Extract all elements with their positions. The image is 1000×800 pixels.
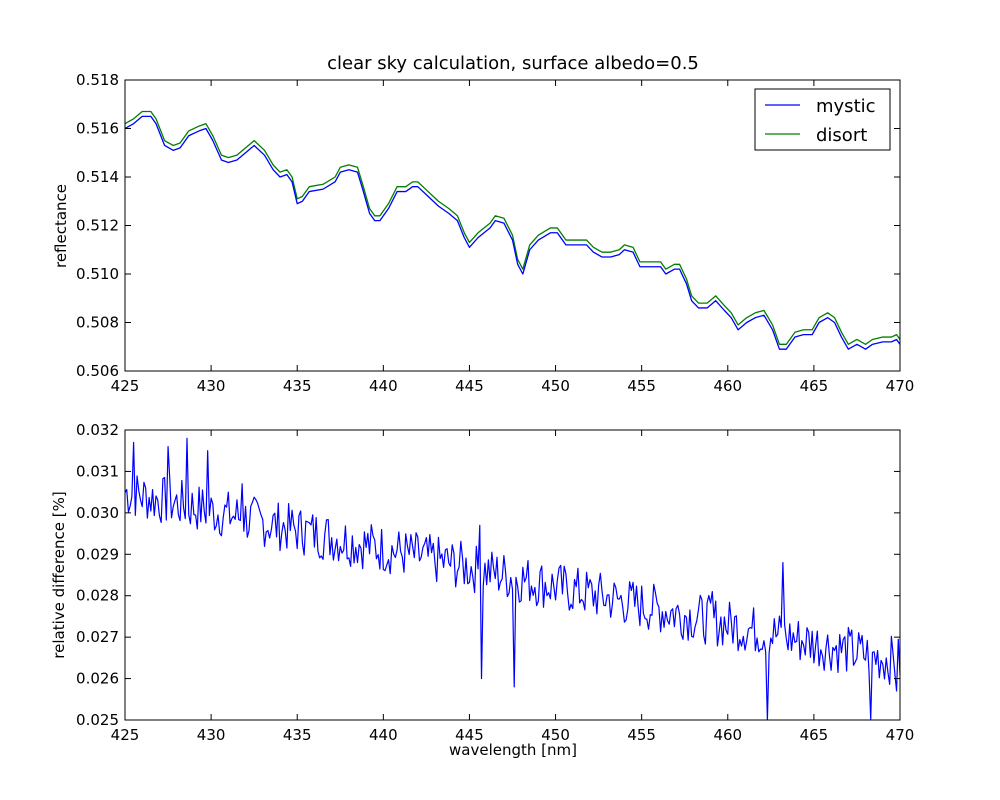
x-tick-label: 425 [111,726,140,744]
x-tick-label: 440 [369,726,398,744]
top-axes: clear sky calculation, surface albedo=0.… [52,53,914,395]
bottom-plot-frame [124,429,901,721]
y-tick-label: 0.518 [76,71,119,89]
top-series-group [124,110,901,350]
x-axis-label: wavelength [nm] [449,741,577,759]
x-tick-label: 435 [283,377,312,395]
x-tick-label: 450 [541,726,570,744]
series-line-mystic [124,115,901,350]
x-tick-label: 430 [197,726,226,744]
y-tick-label: 0.030 [76,504,119,522]
bottom-plot-background [125,430,900,720]
top-y-axis-label: reflectance [52,184,70,268]
top-x-ticks: 425 430 435 440 445 450 455 460 465 470 [111,80,915,395]
bottom-x-ticks: 425 430 435 440 445 450 455 460 465 470 [111,430,915,744]
y-tick-label: 0.510 [76,265,119,283]
y-tick-label: 0.031 [76,462,119,480]
legend-box [754,88,891,151]
series-line-relative-difference [124,437,901,721]
x-tick-label: 440 [369,377,398,395]
y-tick-label: 0.506 [76,362,119,380]
bottom-axes: 425 430 435 440 445 450 455 460 465 470 0.0250.02… [50,421,914,759]
x-tick-label: 425 [111,377,140,395]
y-tick-label: 0.508 [76,314,119,332]
chart-title: clear sky calculation, surface albedo=0.… [327,53,699,74]
y-tick-label: 0.516 [76,120,119,138]
bottom-y-axis-label: relative difference [%] [50,491,68,658]
x-tick-label: 470 [886,726,915,744]
y-tick-label: 0.029 [76,545,119,563]
x-tick-label: 455 [627,377,656,395]
x-tick-label: 455 [627,726,656,744]
x-tick-label: 445 [455,726,484,744]
bottom-y-ticks: 0.025 0.026 0.027 0.028 0.029 0.030 0.031 0.032 [76,421,900,729]
x-tick-label: 430 [197,377,226,395]
y-tick-label: 0.027 [76,628,119,646]
legend-disort-label: disort [816,125,867,146]
x-tick-label: 465 [800,726,829,744]
y-tick-label: 0.028 [76,587,119,605]
series-line-disort [124,110,901,345]
y-tick-label: 0.026 [76,670,119,688]
x-tick-label: 460 [713,726,742,744]
legend-mystic-label: mystic [816,96,876,117]
y-tick-label: 0.514 [76,168,119,186]
bottom-series-group [124,437,901,721]
top-y-ticks: 0.506 0.508 0.510 0.512 0.514 0.516 0.518 [76,71,900,380]
x-tick-label: 460 [713,377,742,395]
legend: mystic disort [754,88,891,151]
y-tick-label: 0.512 [76,217,119,235]
x-tick-label: 470 [886,377,915,395]
x-tick-label: 435 [283,726,312,744]
x-tick-label: 465 [800,377,829,395]
y-tick-label: 0.032 [76,421,119,439]
x-tick-label: 450 [541,377,570,395]
x-tick-label: 445 [455,377,484,395]
y-tick-label: 0.025 [76,711,119,729]
